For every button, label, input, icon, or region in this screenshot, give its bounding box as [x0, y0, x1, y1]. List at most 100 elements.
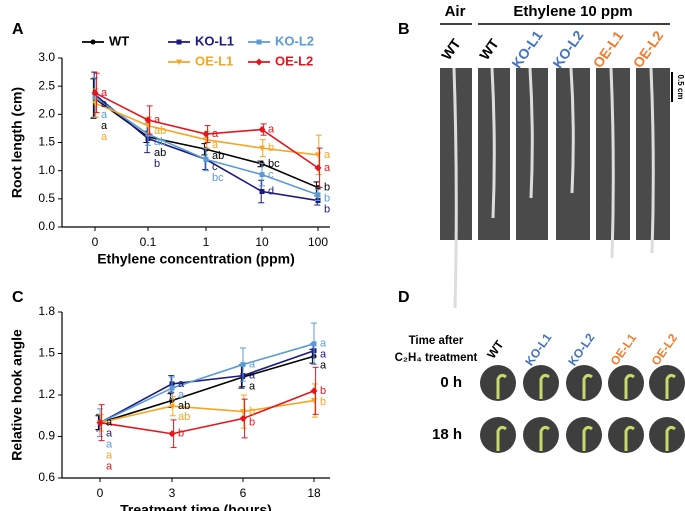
significance-letter: b [249, 417, 255, 429]
seedling [665, 373, 676, 399]
y-tick-label: 1.8 [38, 304, 55, 318]
significance-letter: a [320, 349, 327, 361]
significance-letter: b [268, 142, 274, 154]
significance-letter: a [106, 439, 113, 451]
data-point [311, 341, 317, 347]
significance-letter: a [106, 450, 113, 462]
root [452, 67, 458, 309]
series-line [99, 343, 315, 424]
genotype-label: WT [484, 337, 507, 361]
scale-label: 0.5 cm [676, 75, 685, 100]
legend-label: WT [109, 33, 129, 48]
genotype-label: OE-L2 [630, 28, 667, 71]
significance-letter: a [268, 123, 275, 135]
panel-label: D [398, 289, 410, 306]
significance-letter: ab [154, 136, 166, 148]
significance-letter: b [324, 203, 330, 215]
data-point [169, 403, 175, 410]
data-point [144, 116, 152, 124]
data-point [169, 385, 175, 391]
root [649, 67, 655, 254]
y-tick-label: 0.0 [38, 219, 55, 233]
significance-letter: bc [268, 158, 280, 170]
genotype-label: OE-L1 [590, 28, 627, 71]
seedling [496, 425, 507, 451]
root [528, 67, 534, 199]
significance-letter: a [106, 417, 113, 429]
root [609, 67, 615, 259]
genotype-label: KO-L2 [549, 27, 586, 71]
x-tick-label: 1 [203, 235, 210, 249]
air-header: Air [445, 3, 466, 20]
data-point [259, 189, 265, 195]
x-tick-label: 6 [240, 486, 247, 500]
ethylene-header: Ethylene 10 ppm [513, 3, 632, 20]
seedling [539, 425, 550, 451]
significance-letter: a [106, 461, 113, 473]
genotype-label: KO-L1 [522, 330, 554, 368]
panel-label: C [12, 289, 24, 306]
significance-letter: a [324, 149, 331, 161]
significance-letter: ab [154, 147, 166, 159]
x-tick-label: 0 [92, 235, 99, 249]
legend-marker [176, 59, 182, 65]
significance-letter: b [324, 181, 330, 193]
legend-marker [256, 39, 262, 45]
legend-label: KO-L2 [275, 33, 314, 48]
y-axis-label: Relative hook angle [9, 329, 25, 461]
series-line [99, 399, 315, 424]
data-point [314, 164, 322, 172]
y-tick-label: 2.5 [38, 78, 55, 92]
significance-letter: a [212, 128, 219, 140]
data-point [96, 419, 104, 427]
y-tick-label: 0.9 [38, 429, 55, 443]
y-tick-label: 0.6 [38, 470, 55, 484]
genotype-label: KO-L1 [508, 27, 545, 71]
x-tick-label: 100 [308, 235, 328, 249]
time-label: C₂H₄ treatment [395, 352, 478, 364]
legend-marker [176, 39, 182, 45]
significance-letter: ab [178, 400, 190, 412]
x-tick-label: 0 [97, 486, 104, 500]
seedling [624, 425, 635, 451]
seedling [582, 425, 593, 451]
data-point [203, 156, 209, 162]
significance-letter: b [178, 428, 184, 440]
significance-letter: b [320, 385, 326, 397]
data-point [258, 126, 266, 134]
significance-letter: a [320, 360, 327, 372]
significance-letter: a [154, 114, 161, 126]
root [490, 67, 496, 219]
significance-letter: a [324, 162, 331, 174]
y-axis-label: Root length (cm) [9, 87, 25, 198]
panel-label: A [12, 21, 24, 38]
significance-letter: bc [212, 172, 224, 184]
significance-letter: a [249, 381, 256, 393]
significance-letter: ab [178, 411, 190, 423]
time-row-label: 18 h [432, 426, 462, 443]
legend-marker [90, 39, 96, 45]
x-tick-label: 0.1 [140, 235, 157, 249]
significance-letter: a [101, 98, 108, 110]
genotype-label: OE-L1 [607, 331, 639, 368]
data-point [91, 89, 99, 97]
significance-letter: c [268, 169, 274, 181]
seedling [582, 373, 593, 399]
genotype-label: WT [476, 35, 502, 62]
significance-letter: b [324, 192, 330, 204]
genotype-label: KO-L2 [565, 330, 597, 368]
significance-letter: a [101, 109, 108, 121]
x-tick-label: 10 [255, 235, 269, 249]
significance-letter: c [212, 161, 218, 173]
significance-letter: a [106, 428, 113, 440]
data-point [202, 130, 210, 138]
significance-letter: a [101, 87, 108, 99]
series-line [99, 355, 315, 424]
significance-letter: a [320, 338, 327, 350]
data-point [239, 415, 247, 423]
seedling [539, 373, 550, 399]
root [569, 67, 575, 194]
x-axis-label: Ethylene concentration (ppm) [97, 251, 295, 267]
data-point [315, 192, 321, 198]
significance-letter: a [212, 139, 219, 151]
